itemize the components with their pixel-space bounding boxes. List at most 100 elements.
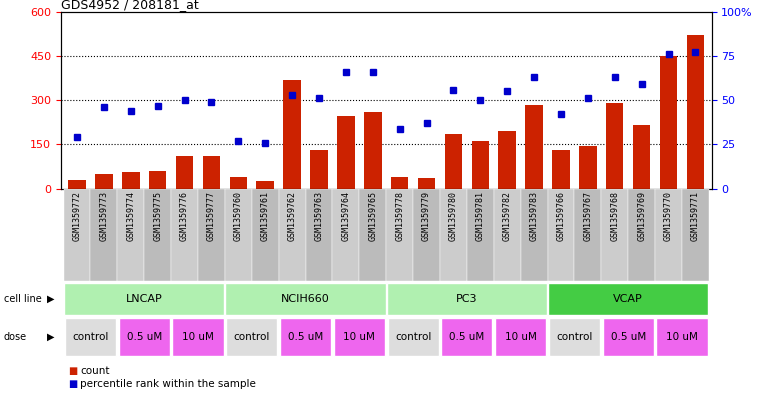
Text: PC3: PC3 (456, 294, 478, 304)
Bar (413, 189, 440, 281)
Text: count: count (80, 365, 110, 376)
Text: 10 uM: 10 uM (343, 332, 375, 342)
Text: GSM1359782: GSM1359782 (503, 191, 511, 241)
Text: GSM1359766: GSM1359766 (556, 191, 565, 241)
Text: GSM1359778: GSM1359778 (395, 191, 404, 241)
Bar (498, 131, 516, 189)
Bar (283, 79, 301, 189)
Bar (686, 35, 704, 189)
Bar (660, 56, 677, 189)
Text: 0.5 uM: 0.5 uM (449, 332, 485, 342)
Bar (494, 189, 521, 281)
Bar (279, 189, 306, 281)
Bar (359, 189, 387, 281)
Bar (64, 283, 224, 314)
Bar (91, 189, 117, 281)
Bar (495, 318, 546, 356)
Text: control: control (72, 332, 109, 342)
Bar (601, 189, 628, 281)
Text: 10 uM: 10 uM (666, 332, 698, 342)
Text: ■: ■ (68, 379, 78, 389)
Text: control: control (395, 332, 431, 342)
Bar (252, 189, 279, 281)
Bar (579, 146, 597, 189)
Bar (682, 189, 708, 281)
Text: GSM1359771: GSM1359771 (691, 191, 700, 241)
Bar (173, 318, 224, 356)
Bar (387, 189, 413, 281)
Text: 0.5 uM: 0.5 uM (610, 332, 646, 342)
Bar (387, 283, 547, 314)
Bar (225, 283, 386, 314)
Text: GSM1359779: GSM1359779 (422, 191, 431, 241)
Bar (176, 156, 193, 189)
Text: control: control (556, 332, 593, 342)
Bar (145, 189, 171, 281)
Text: dose: dose (4, 332, 27, 342)
Text: LNCAP: LNCAP (126, 294, 163, 304)
Text: GSM1359776: GSM1359776 (180, 191, 189, 241)
Text: GSM1359781: GSM1359781 (476, 191, 485, 241)
Text: GSM1359775: GSM1359775 (153, 191, 162, 241)
Bar (122, 173, 139, 189)
Bar (230, 177, 247, 189)
Bar (226, 318, 277, 356)
Bar (418, 178, 435, 189)
Bar (444, 134, 462, 189)
Text: GSM1359763: GSM1359763 (314, 191, 323, 241)
Bar (552, 150, 570, 189)
Text: GSM1359761: GSM1359761 (261, 191, 269, 241)
Bar (117, 189, 145, 281)
Bar (225, 189, 252, 281)
Bar (521, 189, 547, 281)
Text: GDS4952 / 208181_at: GDS4952 / 208181_at (61, 0, 199, 11)
Text: GSM1359760: GSM1359760 (234, 191, 243, 241)
Text: GSM1359783: GSM1359783 (530, 191, 539, 241)
Text: 0.5 uM: 0.5 uM (288, 332, 323, 342)
Bar (606, 103, 623, 189)
Bar (441, 318, 492, 356)
Text: control: control (234, 332, 270, 342)
Bar (364, 112, 381, 189)
Bar (633, 125, 651, 189)
Text: GSM1359769: GSM1359769 (637, 191, 646, 241)
Bar (68, 180, 86, 189)
Text: GSM1359762: GSM1359762 (288, 191, 297, 241)
Bar (337, 116, 355, 189)
Text: ▶: ▶ (47, 332, 55, 342)
Bar (202, 156, 220, 189)
Bar (306, 189, 333, 281)
Bar (171, 189, 198, 281)
Bar (466, 189, 494, 281)
Text: cell line: cell line (4, 294, 42, 304)
Bar (333, 189, 359, 281)
Bar (310, 150, 328, 189)
Text: GSM1359765: GSM1359765 (368, 191, 377, 241)
Bar (334, 318, 385, 356)
Bar (198, 189, 225, 281)
Bar (391, 177, 409, 189)
Text: VCAP: VCAP (613, 294, 643, 304)
Text: percentile rank within the sample: percentile rank within the sample (80, 379, 256, 389)
Text: NCIH660: NCIH660 (281, 294, 330, 304)
Text: GSM1359777: GSM1359777 (207, 191, 216, 241)
Text: 0.5 uM: 0.5 uM (126, 332, 162, 342)
Bar (472, 141, 489, 189)
Bar (628, 189, 655, 281)
Bar (657, 318, 708, 356)
Bar (575, 189, 601, 281)
Bar (548, 283, 708, 314)
Bar (64, 189, 91, 281)
Bar (149, 171, 167, 189)
Bar (280, 318, 331, 356)
Text: GSM1359768: GSM1359768 (610, 191, 619, 241)
Text: GSM1359767: GSM1359767 (584, 191, 592, 241)
Text: GSM1359770: GSM1359770 (664, 191, 673, 241)
Text: ■: ■ (68, 365, 78, 376)
Text: GSM1359764: GSM1359764 (342, 191, 350, 241)
Bar (440, 189, 466, 281)
Bar (95, 174, 113, 189)
Text: ▶: ▶ (47, 294, 55, 304)
Bar (603, 318, 654, 356)
Bar (525, 105, 543, 189)
